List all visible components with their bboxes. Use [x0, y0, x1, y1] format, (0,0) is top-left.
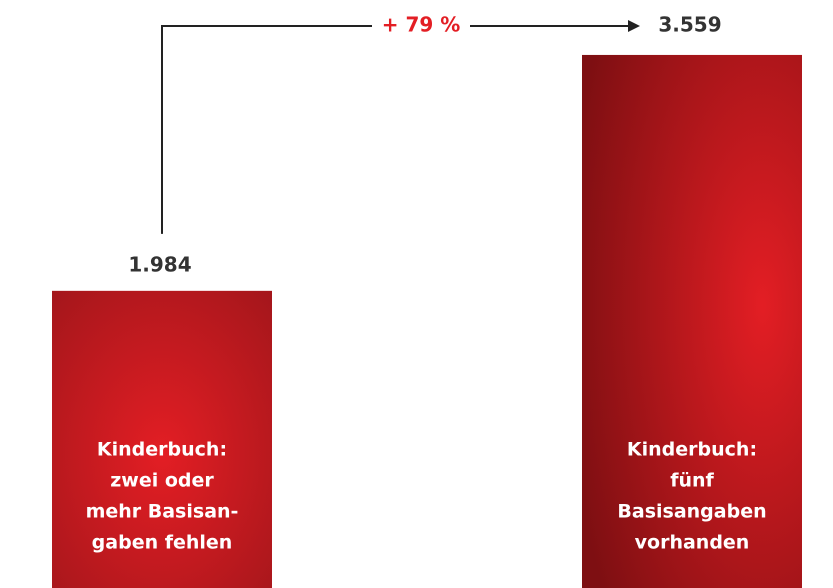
bar	[52, 290, 272, 588]
category-label: mehr Basisan-	[86, 501, 239, 523]
annotation: + 79 %	[382, 12, 461, 36]
value-label: 3.559	[658, 12, 721, 36]
arrowhead	[628, 19, 640, 32]
connector	[161, 24, 630, 234]
bar	[582, 54, 802, 588]
category-label: Kinderbuch:	[97, 439, 227, 461]
category-label: fünf	[670, 470, 714, 492]
value-label: 1.984	[128, 252, 191, 276]
category-label: vorhanden	[635, 532, 750, 554]
category-label: zwei oder	[110, 470, 214, 492]
category-label: Kinderbuch:	[627, 439, 757, 461]
category-label: Basisangaben	[617, 501, 766, 523]
category-label: gaben fehlen	[92, 532, 233, 554]
